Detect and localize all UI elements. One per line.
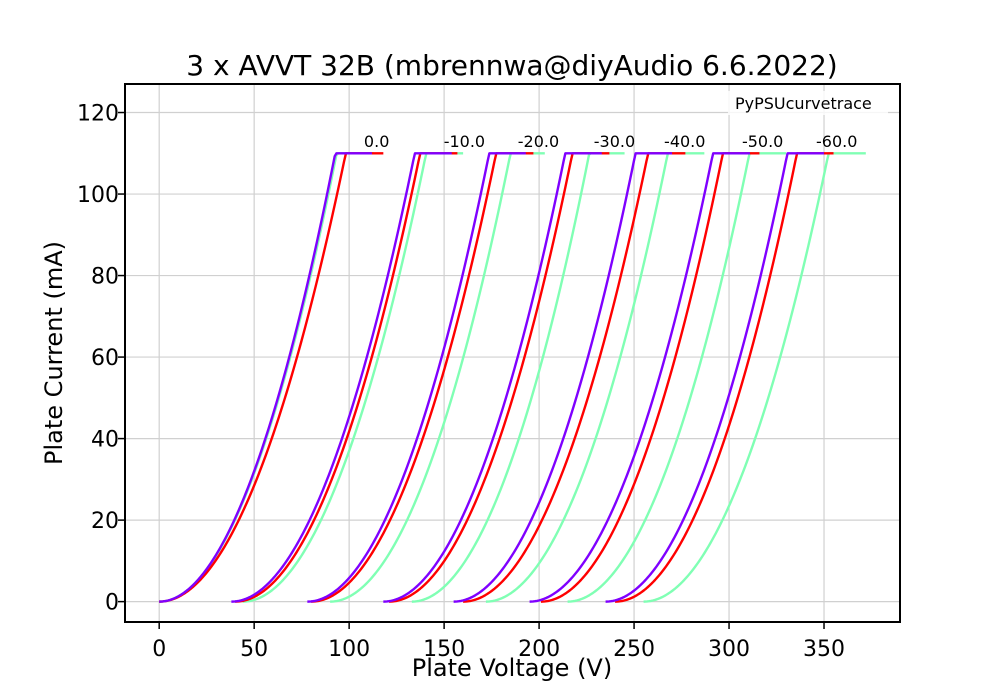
legend-box xyxy=(728,91,888,115)
legend-label: PyPSUcurvetrace xyxy=(735,94,872,113)
y-tick-label: 40 xyxy=(91,428,119,453)
x-tick-label: 150 xyxy=(423,637,465,662)
plate-curves xyxy=(159,152,866,603)
x-tick-label: 350 xyxy=(803,637,845,662)
chart-title: 3 x AVVT 32B (mbrennwa@diyAudio 6.6.2022… xyxy=(186,49,837,82)
grid-voltage-label: -30.0 xyxy=(594,132,635,151)
grid-voltage-label: -10.0 xyxy=(444,132,485,151)
grid-voltage-label: -40.0 xyxy=(664,132,705,151)
grid-voltage-label: -50.0 xyxy=(742,132,783,151)
y-axis-label: Plate Current (mA) xyxy=(40,241,68,465)
plate-curve-series xyxy=(159,152,372,603)
grid-voltage-label: -20.0 xyxy=(518,132,559,151)
plate-curve-series xyxy=(330,152,545,603)
plate-curve-series xyxy=(529,152,750,603)
x-tick-label: 300 xyxy=(708,637,750,662)
x-tick-label: 100 xyxy=(328,637,370,662)
plot-frame xyxy=(124,83,901,623)
axis-ticks: 0 50 100 150 200 250 300 350 0 20 40 60 80 100 120 xyxy=(77,102,845,662)
x-tick-label: 0 xyxy=(152,637,166,662)
plate-curve-series xyxy=(307,152,526,603)
grid-voltage-label: 0.0 xyxy=(364,132,389,151)
y-tick-label: 60 xyxy=(91,346,119,371)
y-tick-label: 80 xyxy=(91,265,119,290)
plate-curve-series xyxy=(453,152,673,603)
y-tick-label: 120 xyxy=(77,102,119,127)
y-tick-label: 0 xyxy=(105,591,119,616)
x-tick-label: 250 xyxy=(613,637,655,662)
grid-voltage-label: -60.0 xyxy=(816,132,857,151)
x-tick-label: 200 xyxy=(518,637,560,662)
x-tick-label: 50 xyxy=(240,637,268,662)
plate-curve-series xyxy=(231,152,452,603)
plate-curve-series xyxy=(383,152,602,603)
x-axis-label: Plate Voltage (V) xyxy=(412,654,612,682)
grid-voltage-labels: 0.0 -10.0 -20.0 -30.0 -40.0 -50.0 -60.0 xyxy=(364,132,857,151)
y-tick-label: 100 xyxy=(77,183,119,208)
plate-curve-series xyxy=(605,152,825,603)
y-tick-label: 20 xyxy=(91,509,119,534)
